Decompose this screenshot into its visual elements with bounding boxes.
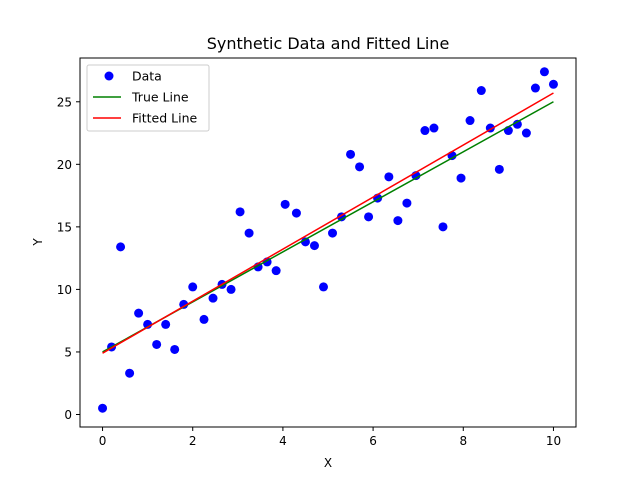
axes-frame: [79, 57, 577, 428]
legend-label-data: Data: [132, 69, 162, 84]
data-point: [179, 299, 189, 309]
data-point: [346, 149, 356, 159]
data-point: [429, 123, 439, 133]
data-point: [328, 228, 338, 238]
data-point: [465, 116, 475, 126]
data-point: [309, 241, 319, 251]
data-point: [226, 284, 236, 294]
data-point: [98, 403, 108, 413]
data-point: [476, 86, 486, 96]
data-point: [355, 162, 365, 172]
data-point: [161, 319, 171, 329]
x-tick-label: 6: [369, 434, 377, 448]
y-tick-label: 20: [57, 158, 72, 172]
y-tick-label: 5: [64, 345, 72, 359]
y-tick-label: 0: [64, 408, 72, 422]
data-point: [152, 339, 162, 349]
y-axis-label: Y: [31, 238, 45, 247]
data-point: [548, 79, 558, 89]
data-point: [244, 228, 254, 238]
data-point: [170, 344, 180, 354]
legend-data-marker: [104, 71, 114, 81]
data-point: [134, 308, 144, 318]
data-point: [530, 83, 540, 93]
data-point: [280, 199, 290, 209]
data-point: [539, 67, 549, 77]
plot-area: [98, 67, 558, 413]
data-point: [291, 208, 301, 218]
y-axis: 0 5 10 15 20 25: [57, 95, 80, 422]
data-point: [420, 126, 430, 136]
y-tick-label: 15: [57, 220, 72, 234]
legend-label-true-line: True Line: [131, 90, 189, 105]
y-tick-label: 10: [57, 283, 72, 297]
x-tick-label: 0: [99, 434, 107, 448]
y-tick-label: 25: [57, 95, 72, 109]
data-point: [199, 314, 209, 324]
legend: Data True Line Fitted Line: [86, 64, 210, 132]
data-point: [188, 282, 198, 292]
data-point: [393, 216, 403, 226]
data-point: [494, 164, 504, 174]
data-point: [384, 172, 394, 182]
data-point: [512, 119, 522, 129]
x-tick-label: 10: [546, 434, 561, 448]
chart-title: Synthetic Data and Fitted Line: [207, 34, 450, 53]
data-point: [125, 368, 135, 378]
data-point: [208, 293, 218, 303]
x-axis-label: X: [324, 456, 332, 470]
x-tick-label: 8: [459, 434, 467, 448]
data-point: [402, 198, 412, 208]
data-point: [235, 207, 245, 217]
x-tick-label: 2: [189, 434, 197, 448]
x-axis: 0 2 4 6 8 10: [99, 427, 561, 448]
legend-label-fitted-line: Fitted Line: [132, 111, 198, 126]
data-point: [456, 173, 466, 183]
data-point: [364, 212, 374, 222]
fitted-line: [102, 92, 554, 354]
data-point: [271, 266, 281, 276]
data-point: [116, 242, 126, 252]
x-tick-label: 4: [279, 434, 287, 448]
data-point: [521, 128, 531, 138]
data-point: [438, 222, 448, 232]
data-point: [318, 282, 328, 292]
legend-frame: [86, 64, 210, 132]
data-point: [300, 237, 310, 247]
